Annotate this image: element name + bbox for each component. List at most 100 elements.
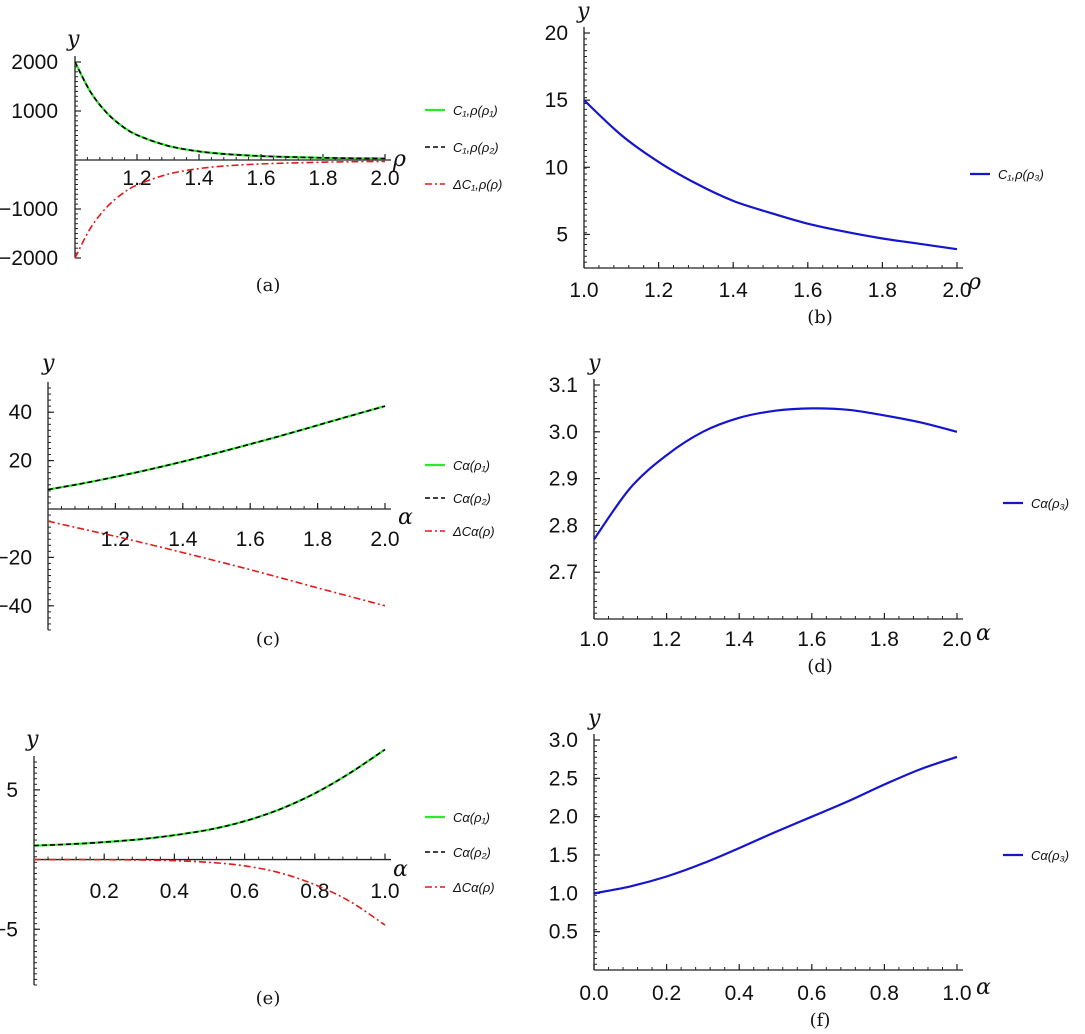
legend-label: Cα(ρ₃): [1031, 496, 1069, 511]
panel-e: 0.2 0.4 0.6 0.8 1.0 5 −5 α y Cα(ρ₁) Cα(ρ₂) ΔCα(ρ) (e…: [0, 727, 495, 1009]
x-tick-label: 1.2: [652, 628, 681, 651]
y-tick-label: 2.9: [549, 468, 578, 491]
x-tick-label: 1.2: [101, 528, 130, 551]
legend-label: ΔC₁,ρ(ρ): [452, 177, 502, 192]
y-tick-label: 1.5: [549, 844, 578, 867]
series-line-1: [593, 407, 958, 541]
y-axis-label: y: [66, 27, 80, 52]
x-axis-label: α: [393, 857, 408, 882]
y-axis-label: y: [25, 727, 39, 752]
x-tick-label: 1.6: [246, 167, 275, 190]
x-tick-label: 1.4: [725, 628, 755, 651]
x-tick-label: 0.8: [300, 880, 329, 903]
y-tick-label: 0.5: [549, 921, 578, 944]
series-line-3: [33, 858, 386, 926]
legend-label: Cα(ρ₂): [453, 845, 491, 860]
x-tick-label: 2.0: [370, 167, 399, 190]
legend-label: Cα(ρ₃): [1031, 848, 1069, 863]
y-tick-label: 1000: [11, 100, 58, 123]
y-tick-label: 2000: [11, 51, 58, 74]
series-line-1: [583, 99, 958, 251]
x-tick-label: 0.4: [160, 880, 190, 903]
x-tick-label: 1.6: [797, 628, 826, 651]
y-tick-label: 10: [545, 156, 568, 179]
series-line-1: [593, 755, 958, 895]
x-tick-label: 1.2: [644, 279, 673, 302]
y-tick-label: 20: [9, 450, 32, 473]
x-tick-label: 2.0: [942, 279, 971, 302]
x-tick-label: 0.2: [90, 880, 119, 903]
y-tick-label: −20: [0, 546, 32, 569]
x-axis-label: α: [398, 505, 413, 530]
panel-f: 0.0 0.2 0.4 0.6 0.8 1.0 0.5 1.0 1.5 2.0 2.5 3.0 α y Cα…: [549, 706, 1069, 1031]
y-tick-label: 2.0: [549, 806, 578, 829]
y-tick-label: 3.0: [549, 421, 578, 444]
x-axis-label: α: [976, 621, 991, 646]
panel-b: 1.0 1.2 1.4 1.6 1.8 2.0 5 10 15 20 ρ y C₁,ρ(ρ₃) (b): [545, 0, 1044, 328]
y-tick-label: 2.7: [549, 561, 578, 584]
series-line-1: [47, 405, 386, 491]
x-axis-label: ρ: [392, 147, 406, 172]
x-tick-label: 2.0: [370, 528, 399, 551]
y-tick-label: −1000: [0, 198, 58, 221]
x-tick-label: 1.4: [184, 167, 214, 190]
legend-label: Cα(ρ₁): [453, 810, 490, 825]
x-tick-label: 1.0: [942, 982, 971, 1005]
panel-c: 1.2 1.4 1.6 1.8 2.0 40 20 −20 −40 α y Cα(ρ₁) Cα(ρ₂) Δ…: [0, 351, 495, 650]
x-tick-label: 1.8: [308, 167, 337, 190]
legend-label: C₁,ρ(ρ₁): [453, 103, 498, 118]
legend-label: C₁,ρ(ρ₃): [998, 167, 1044, 182]
x-tick-label: 0.8: [870, 982, 899, 1005]
x-tick-label: 1.6: [236, 528, 265, 551]
y-tick-label: 1.0: [549, 882, 578, 905]
x-tick-label: 1.4: [719, 279, 749, 302]
x-axis-label: ρ: [967, 270, 981, 295]
x-tick-label: 1.0: [370, 880, 399, 903]
panel-caption: (a): [256, 275, 281, 296]
y-tick-label: 5: [556, 223, 568, 246]
x-tick-label: 1.2: [122, 167, 151, 190]
panel-d: 1.0 1.2 1.4 1.6 1.8 2.0 2.7 2.8 2.9 3.0 3.1 α y Cα(ρ₃…: [549, 351, 1069, 677]
series-line-2: [74, 61, 386, 160]
y-tick-label: 15: [545, 89, 568, 112]
x-tick-label: 0.2: [652, 982, 681, 1005]
x-tick-label: 0.4: [725, 982, 755, 1005]
x-tick-label: 1.0: [569, 279, 598, 302]
y-axis-label: y: [587, 351, 601, 376]
x-tick-label: 1.0: [579, 628, 608, 651]
y-axis-label: y: [587, 706, 601, 731]
panel-a: 1.2 1.4 1.6 1.8 2.0 2000 1000 −1000 −2000 ρ y C₁,ρ(…: [0, 27, 502, 296]
legend-label: ΔCα(ρ): [452, 524, 495, 539]
legend-label: ΔCα(ρ): [452, 880, 495, 895]
panel-caption: (c): [256, 629, 280, 650]
y-axis-label: y: [576, 0, 590, 24]
panel-caption: (b): [807, 307, 833, 328]
y-tick-label: 5: [6, 779, 18, 802]
y-tick-label: 2.8: [549, 514, 578, 537]
y-tick-label: −5: [0, 918, 18, 941]
y-tick-label: 2.5: [549, 767, 578, 790]
x-tick-label: 1.8: [303, 528, 332, 551]
y-axis-label: y: [41, 351, 55, 376]
y-tick-label: 3.0: [549, 729, 578, 752]
x-tick-label: 1.6: [793, 279, 822, 302]
y-tick-label: −40: [0, 595, 32, 618]
series-line-3: [47, 520, 386, 607]
x-tick-label: 1.8: [870, 628, 899, 651]
x-tick-label: 0.6: [797, 982, 826, 1005]
legend-label: Cα(ρ₂): [453, 491, 491, 506]
y-tick-label: 20: [545, 22, 568, 45]
series-line-3: [74, 160, 386, 259]
panel-caption: (d): [807, 656, 833, 677]
legend-label: C₁,ρ(ρ₂): [453, 140, 499, 155]
y-tick-label: −2000: [0, 247, 58, 270]
x-tick-label: 0.6: [230, 880, 259, 903]
y-tick-label: 3.1: [549, 374, 578, 397]
x-axis-label: α: [976, 975, 991, 1000]
panel-caption: (f): [810, 1010, 831, 1031]
x-tick-label: 2.0: [942, 628, 971, 651]
series-line-2: [47, 405, 386, 491]
series-line-1: [33, 748, 386, 847]
y-tick-label: 40: [9, 401, 32, 424]
